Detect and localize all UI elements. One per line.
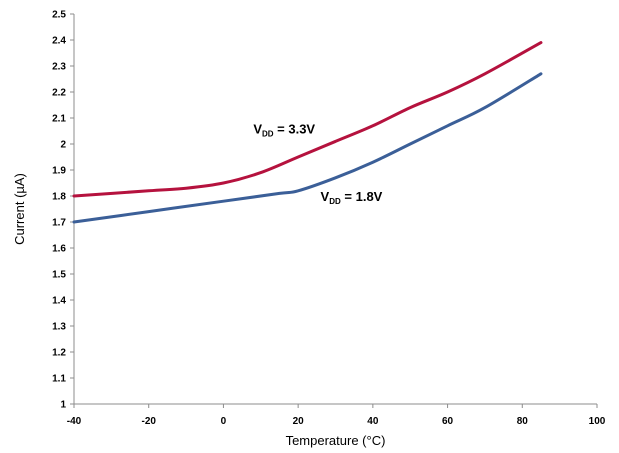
y-tick-label: 2.4	[52, 36, 66, 47]
y-tick-label: 1.5	[52, 270, 66, 281]
annotation-subscript: DD	[329, 197, 341, 206]
x-tick-label: -40	[67, 416, 82, 427]
y-tick-label: 1.4	[52, 296, 66, 307]
y-axis-ticks: 1 1.1 1.2 1.3 1.4 1.5 1.6 1.7 1.8 1.9 2 2.1 2.2 2.3 2.…	[52, 10, 74, 411]
x-tick-label: 100	[589, 416, 606, 427]
series-line-2	[72, 72, 543, 224]
series-line-1	[72, 41, 543, 198]
x-tick-label: 80	[517, 416, 529, 427]
y-tick-label: 2	[60, 140, 66, 151]
y-tick-label: 1.8	[52, 192, 66, 203]
y-axis-title: Current (µA)	[12, 173, 27, 245]
y-tick-label: 1.9	[52, 166, 66, 177]
y-tick-label: 1.1	[52, 374, 66, 385]
series-lines	[72, 41, 543, 224]
y-tick-label: 1.2	[52, 348, 66, 359]
annotation-label-2: VDD = 1.8V	[321, 189, 383, 206]
y-tick-label: 2.3	[52, 62, 66, 73]
y-tick-label: 2.5	[52, 10, 66, 21]
x-tick-label: 20	[293, 416, 305, 427]
y-tick-label: 2.1	[52, 114, 66, 125]
annotation-rest: = 3.3V	[274, 122, 316, 137]
x-axis-title: Temperature (°C)	[286, 433, 386, 448]
annotation-subscript: DD	[262, 130, 274, 139]
x-tick-label: 60	[442, 416, 454, 427]
x-tick-label: 0	[221, 416, 227, 427]
annotation-rest: = 1.8V	[341, 189, 383, 204]
annotation-main: V	[321, 189, 330, 204]
annotation-main: V	[253, 122, 262, 137]
y-tick-label: 1.7	[52, 218, 66, 229]
y-tick-label: 1.6	[52, 244, 66, 255]
axes	[73, 14, 597, 405]
x-tick-label: 40	[367, 416, 379, 427]
annotation-label-1: VDD = 3.3V	[253, 122, 315, 139]
x-tick-label: -20	[141, 416, 156, 427]
y-tick-label: 2.2	[52, 88, 66, 99]
y-tick-label: 1	[60, 400, 66, 411]
y-tick-label: 1.3	[52, 322, 66, 333]
x-axis-ticks: -40 -20 0 20 40 60 80 100	[67, 404, 606, 427]
